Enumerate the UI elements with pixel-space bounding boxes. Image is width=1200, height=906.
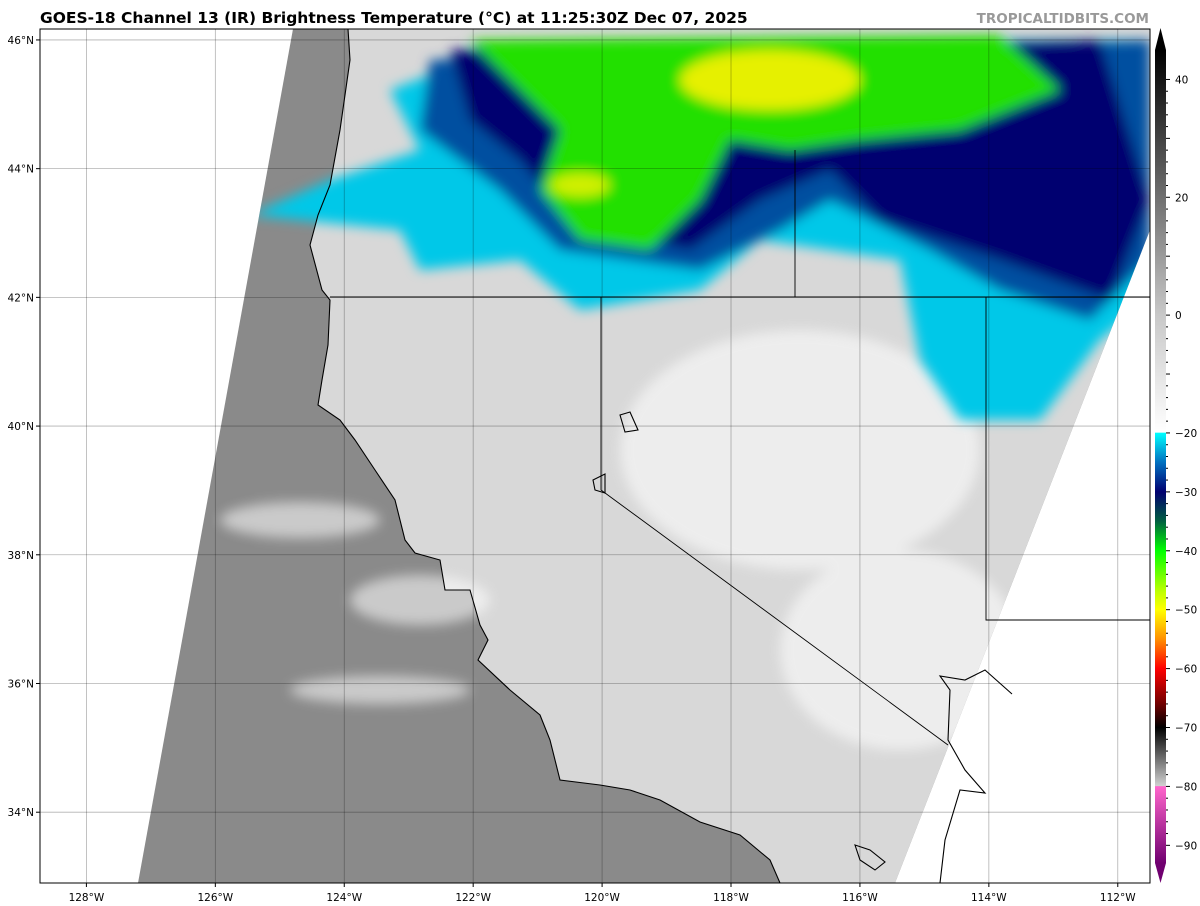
colorbar-extend-top bbox=[1155, 28, 1166, 50]
lat-label: 42°N bbox=[8, 292, 34, 304]
colorbar-tick-label: −30 bbox=[1175, 487, 1197, 499]
colorbar-tick-label: 40 bbox=[1175, 74, 1188, 86]
lon-label: 124°W bbox=[326, 892, 362, 904]
lat-label: 40°N bbox=[8, 421, 34, 433]
colorbar-tick-label: −80 bbox=[1175, 781, 1197, 793]
lat-label: 36°N bbox=[8, 678, 34, 690]
colorbar-tick-label: 20 bbox=[1175, 192, 1188, 204]
lon-label: 116°W bbox=[842, 892, 878, 904]
cloud-tops bbox=[250, 35, 1150, 420]
colorbar-tick-label: −60 bbox=[1175, 664, 1197, 676]
colorbar-tick-label: 0 bbox=[1175, 310, 1182, 322]
lat-label: 34°N bbox=[8, 807, 34, 819]
colorbar-tick-label: −90 bbox=[1175, 840, 1197, 852]
watermark: TROPICALTIDBITS.COM bbox=[976, 11, 1149, 27]
map-axes: 128°W 126°W 124°W 122°W 120°W 118°W 116°W 114°W… bbox=[8, 35, 1137, 904]
lat-label: 38°N bbox=[8, 550, 34, 562]
colorbar-tick-label: −40 bbox=[1175, 546, 1197, 558]
satellite-swath bbox=[138, 29, 1150, 883]
lon-label: 120°W bbox=[584, 892, 620, 904]
map-area bbox=[40, 29, 1150, 883]
lat-label: 46°N bbox=[8, 35, 34, 47]
colorbar-gradient bbox=[1155, 50, 1166, 863]
lat-label: 44°N bbox=[8, 164, 34, 176]
state-borders bbox=[330, 150, 1150, 746]
colorbar-tick-label: −20 bbox=[1175, 428, 1197, 440]
lon-label: 128°W bbox=[69, 892, 105, 904]
lon-label: 112°W bbox=[1100, 892, 1136, 904]
colorbar-tick-label: −50 bbox=[1175, 605, 1197, 617]
map-frame bbox=[39, 28, 1151, 884]
colorbar-extend-bottom bbox=[1155, 863, 1166, 883]
lon-label: 126°W bbox=[197, 892, 233, 904]
colorbar: 40 20 0 −20 −30 −40 −50 −60 −70 −80 −90 bbox=[1155, 28, 1197, 883]
lon-label: 114°W bbox=[971, 892, 1007, 904]
lon-label: 118°W bbox=[713, 892, 749, 904]
lon-label: 122°W bbox=[455, 892, 491, 904]
map-title: GOES-18 Channel 13 (IR) Brightness Tempe… bbox=[40, 9, 748, 27]
colorbar-tick-label: −70 bbox=[1175, 723, 1197, 735]
